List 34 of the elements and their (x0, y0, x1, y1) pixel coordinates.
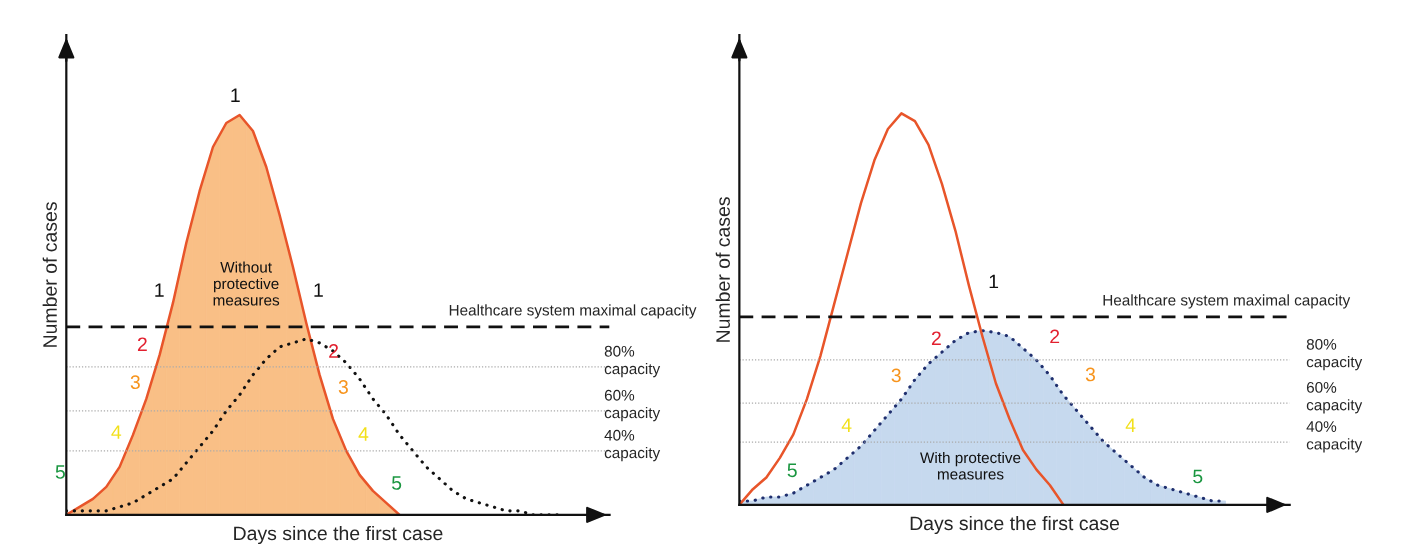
annotation: 5 (391, 476, 402, 490)
ref-line-label: 80% capacity (604, 345, 661, 378)
annotation: 5 (787, 463, 797, 478)
x-axis-title: Days since the first case (910, 515, 1120, 535)
annotation: 2 (931, 331, 941, 345)
annotation: Without protective measures (213, 261, 280, 306)
x-axis-title: Days since the first case (234, 525, 443, 545)
ref-line-label: 60% capacity (604, 389, 661, 422)
annotation: With protective measures (920, 451, 1021, 480)
annotation: 4 (1125, 418, 1136, 432)
annotation: 3 (130, 375, 140, 390)
text: 5 (55, 465, 65, 479)
annotation: 2 (1050, 329, 1060, 344)
ref-line-label: 60% capacity (1306, 382, 1363, 414)
ref-line-label: Healthcare system maximal capacity (449, 304, 697, 319)
ref-line-label: 80% capacity (1306, 338, 1363, 371)
y-axis-title: Number of cases (42, 202, 57, 347)
annotation: 3 (891, 368, 901, 383)
annotation: 1 (989, 274, 999, 289)
annotation: 5 (1193, 469, 1203, 484)
annotation: 4 (841, 418, 852, 432)
annotation: 3 (338, 380, 348, 394)
annotation: 1 (314, 283, 323, 297)
annotation: 4 (111, 425, 122, 439)
annotation: 2 (137, 337, 147, 351)
annotation: 2 (329, 344, 339, 358)
annotation: 4 (358, 427, 369, 441)
y-axis-title: Number of cases (715, 197, 730, 342)
ref-line-label: 40% capacity (1306, 421, 1363, 453)
ref-line-label: 40% capacity (604, 429, 661, 462)
annotation: 1 (155, 283, 164, 297)
ref-line-label: Healthcare system maximal capacity (1103, 294, 1351, 309)
annotation: 3 (1085, 367, 1095, 382)
text: 1 (231, 88, 240, 102)
